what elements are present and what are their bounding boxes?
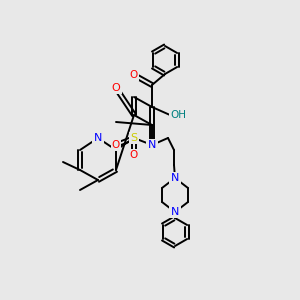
Text: N: N (171, 207, 179, 217)
Text: O: O (112, 83, 120, 93)
Text: N: N (148, 140, 156, 150)
Text: O: O (112, 140, 120, 150)
Text: OH: OH (170, 110, 186, 120)
Text: O: O (130, 70, 138, 80)
Text: O: O (130, 150, 138, 160)
Text: N: N (94, 133, 102, 143)
Text: S: S (130, 133, 138, 143)
Text: N: N (171, 173, 179, 183)
